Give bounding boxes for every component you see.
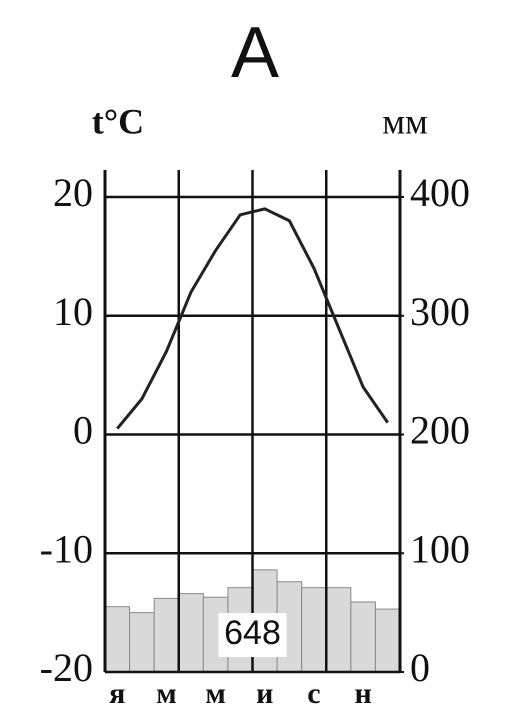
- temperature-line: [116, 207, 389, 430]
- precip-bar: [153, 597, 180, 673]
- y2-axis-label: мм: [382, 101, 428, 141]
- y-tick-label: -20: [40, 645, 93, 690]
- x-tick-label: я: [109, 677, 125, 710]
- y-tick-label: 20: [53, 170, 93, 215]
- x-tick-label: н: [354, 677, 371, 710]
- y-tick-label: 0: [73, 408, 93, 453]
- y2-tick-label: 0: [410, 645, 430, 690]
- chart-title: А: [231, 13, 279, 93]
- y2-tick-label: 400: [410, 170, 470, 215]
- annotation-box: [218, 613, 287, 657]
- x-tick-label: и: [256, 677, 273, 710]
- precip-bar: [374, 608, 401, 673]
- precip-bar: [129, 612, 155, 673]
- precip-bar: [325, 587, 352, 673]
- precip-bar: [301, 587, 327, 673]
- annotation: 648: [224, 614, 281, 652]
- x-tick-label: м: [156, 677, 176, 710]
- x-tick-label: с: [307, 677, 320, 710]
- y-tick-label: 10: [53, 289, 93, 334]
- precip-bar: [104, 606, 131, 673]
- precip-bar: [178, 593, 204, 673]
- y2-tick-label: 100: [410, 526, 470, 571]
- y-tick-label: -10: [40, 526, 93, 571]
- y2-tick-label: 300: [410, 289, 470, 334]
- x-tick-label: м: [205, 677, 225, 710]
- y-axis-label: t°C: [92, 101, 144, 141]
- precip-bar: [350, 601, 376, 673]
- y2-tick-label: 200: [410, 408, 470, 453]
